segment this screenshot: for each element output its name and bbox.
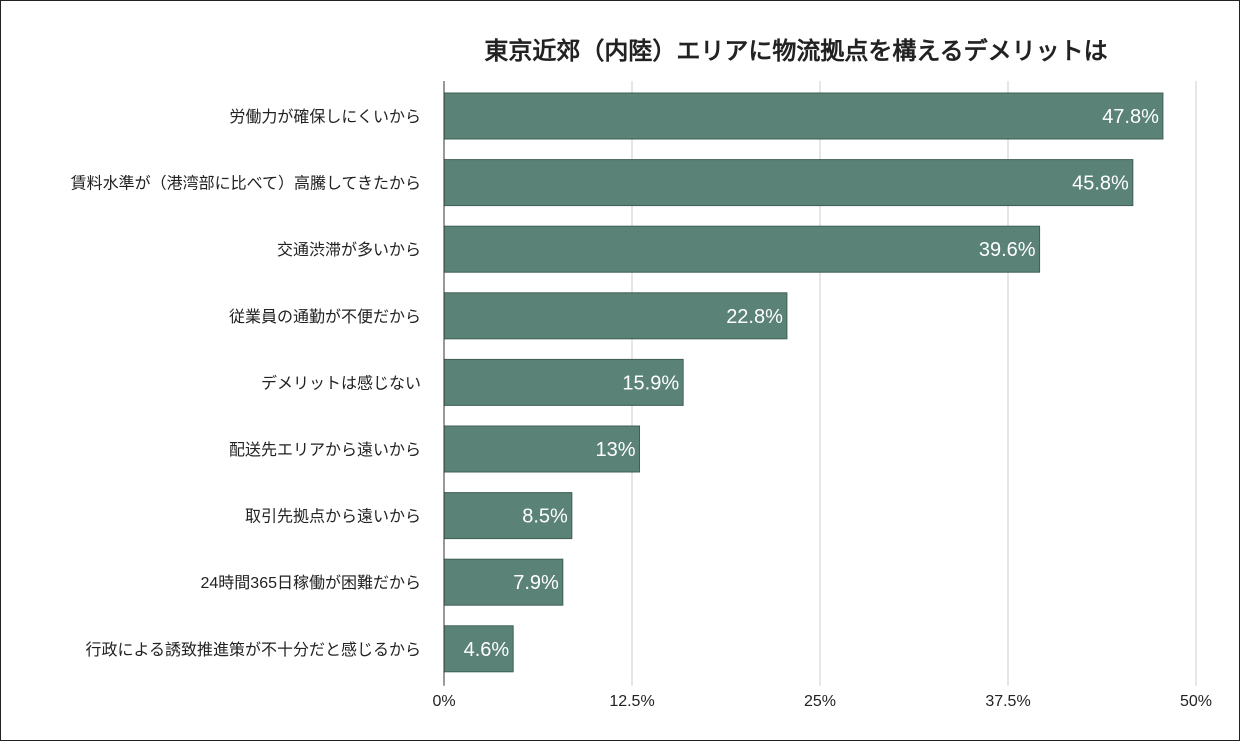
category-label: 取引先拠点から遠いから [245,508,421,526]
bar [443,225,1041,273]
bar-value-label: 13% [595,439,635,461]
bar [443,358,684,406]
category-label: 交通渋滞が多いから [277,241,421,259]
category-labels: 労働力が確保しにくいから賃料水準が（港湾部に比べて）高騰してきたから交通渋滞が多… [71,108,421,659]
x-tick-label: 0% [432,693,455,710]
x-tick-labels: 0% 12.5% 25% 37.5% 50% [432,693,1212,710]
category-label: 労働力が確保しにくいから [229,108,421,126]
x-tick-label: 12.5% [609,693,654,710]
bars: 47.8% 45.8% 39.6% 22.8% 15.9% 13% 8.5% 7.9% 4.6% [443,92,1164,673]
bar-value-label: 22.8% [726,306,783,328]
category-label: 賃料水準が（港湾部に比べて）高騰してきたから [71,175,421,193]
x-tick-label: 25% [804,693,836,710]
category-label: 従業員の通勤が不便だから [229,308,421,326]
chart-title: 東京近郊（内陸）エリアに物流拠点を構えるデメリットは [484,37,1107,65]
bar [443,292,788,340]
bar [443,92,1164,140]
bar-value-label: 39.6% [979,239,1036,261]
x-tick-label: 37.5% [985,693,1030,710]
bar-value-label: 45.8% [1072,173,1129,195]
bar-value-label: 7.9% [513,572,559,594]
category-label: 配送先エリアから遠いから [229,441,421,459]
x-tick-label: 50% [1180,693,1212,710]
category-label: 行政による誘致推進策が不十分だと感じるから [85,641,421,659]
bar-value-label: 4.6% [464,639,510,661]
category-label: 24時間365日稼働が困難だから [201,574,422,592]
bar-value-label: 15.9% [622,372,679,394]
bar-value-label: 8.5% [522,506,568,528]
category-label: デメリットは感じない [261,373,421,392]
bar [443,425,641,473]
bar [443,159,1134,207]
bar-value-label: 47.8% [1102,106,1159,128]
